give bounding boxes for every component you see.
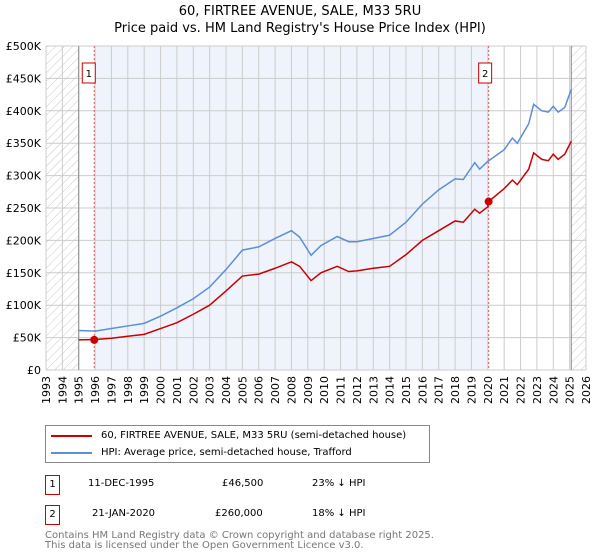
x-tick-label: 1998: [122, 376, 135, 404]
sale-point: [90, 335, 99, 344]
transaction-marker: 1: [45, 475, 60, 495]
transaction-price: £260,000: [215, 508, 263, 519]
transaction-date: 11-DEC-1995: [88, 478, 155, 489]
x-tick-label: 2005: [236, 376, 249, 404]
x-tick-label: 2023: [531, 376, 544, 404]
y-tick-label: £150K: [6, 267, 42, 280]
y-tick-label: £350K: [6, 137, 42, 150]
x-tick-label: 2003: [204, 376, 217, 404]
legend-swatch: [51, 434, 92, 437]
x-tick-label: 2000: [155, 376, 168, 404]
legend-label: 60, FIRTREE AVENUE, SALE, M33 5RU (semi-…: [101, 430, 407, 441]
chart: 1993 1994 1995 1996 1997 1998 1999 2000 2001 2002…: [6, 40, 593, 404]
x-tick-label: 2012: [351, 376, 364, 404]
annotation-label: 2: [482, 69, 488, 80]
hpi-line: [78, 89, 572, 332]
y-tick-label: £500K: [6, 40, 42, 53]
footer-line: Contains HM Land Registry data © Crown c…: [45, 530, 434, 541]
x-tick-label: 1999: [138, 376, 151, 404]
footer: Contains HM Land Registry data © Crown c…: [45, 531, 434, 551]
x-tick-label: 2002: [187, 376, 200, 404]
y-tick-label: £250K: [6, 202, 42, 215]
y-tick-label: £450K: [6, 72, 42, 85]
x-tick-label: 2021: [498, 376, 511, 404]
transaction-marker: 2: [45, 505, 60, 525]
y-tick-label: £50K: [13, 332, 42, 345]
chart-title: 60, FIRTREE AVENUE, SALE, M33 5RU Price …: [0, 3, 600, 37]
title-line: 60, FIRTREE AVENUE, SALE, M33 5RU: [178, 4, 422, 19]
transaction-price: £46,500: [222, 478, 264, 489]
x-tick-label: 2026: [580, 376, 593, 404]
x-tick-label: 2018: [449, 376, 462, 404]
x-tick-label: 2009: [302, 376, 315, 404]
y-tick-label: £0: [27, 364, 41, 377]
transaction-date: 21-JAN-2020: [92, 508, 156, 519]
x-tick-label: 2024: [547, 376, 560, 404]
x-tick-label: 2013: [367, 376, 380, 404]
subtitle-line: Price paid vs. HM Land Registry's House …: [114, 21, 486, 36]
x-tick-label: 1994: [56, 376, 69, 404]
annotation-label: 1: [86, 69, 92, 80]
x-tick-label: 1993: [40, 376, 53, 404]
x-tick-label: 2011: [335, 376, 348, 404]
x-tick-label: 2008: [285, 376, 298, 404]
x-tick-label: 1997: [105, 376, 118, 404]
x-tick-label: 2007: [269, 376, 282, 404]
x-tick-label: 2022: [515, 376, 528, 404]
x-tick-label: 2016: [416, 376, 429, 404]
property-price-line: [78, 140, 572, 341]
x-tick-label: 1995: [73, 376, 86, 404]
y-tick-label: £300K: [6, 170, 42, 183]
x-tick-label: 2001: [171, 376, 184, 404]
sale-point: [484, 197, 493, 206]
x-tick-label: 2014: [384, 376, 397, 404]
x-tick-label: 2006: [253, 376, 266, 404]
legend: 60, FIRTREE AVENUE, SALE, M33 5RU (semi-…: [45, 425, 430, 463]
x-tick-label: 2019: [465, 376, 478, 404]
annotation-box: [81, 62, 96, 84]
legend-item-property: 60, FIRTREE AVENUE, SALE, M33 5RU (semi-…: [51, 430, 406, 441]
x-tick-label: 1996: [89, 376, 102, 404]
x-tick-label: 2004: [220, 376, 233, 404]
footer-line: This data is licensed under the Open Gov…: [45, 540, 364, 551]
annotation-box: [478, 62, 493, 84]
x-tick-label: 2010: [318, 376, 331, 404]
legend-item-hpi: HPI: Average price, semi-detached house,…: [51, 447, 352, 458]
x-tick-label: 2020: [482, 376, 495, 404]
transaction-hpi: 23% ↓ HPI: [312, 478, 366, 489]
legend-label: HPI: Average price, semi-detached house,…: [101, 447, 352, 458]
x-tick-label: 2015: [400, 376, 413, 404]
y-tick-label: £200K: [6, 234, 42, 247]
y-tick-label: £400K: [6, 105, 42, 118]
x-tick-label: 2017: [433, 376, 446, 404]
y-tick-label: £100K: [6, 299, 42, 312]
transaction-hpi: 18% ↓ HPI: [312, 508, 366, 519]
legend-swatch: [51, 451, 92, 454]
x-tick-label: 2025: [564, 376, 577, 404]
